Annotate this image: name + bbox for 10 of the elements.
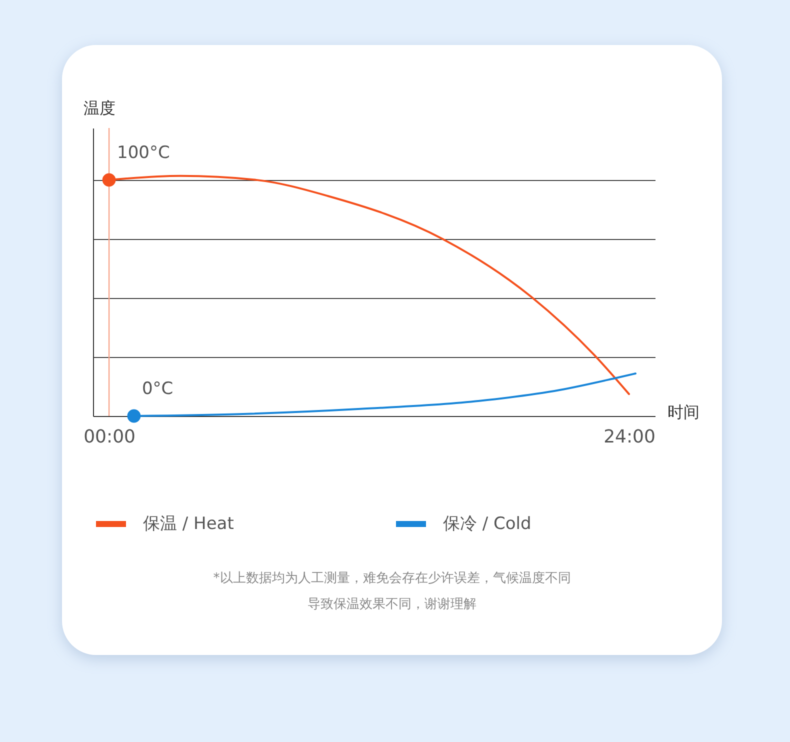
x-axis-title: 时间 bbox=[668, 402, 700, 422]
x-tick-label: 00:00 bbox=[84, 426, 136, 448]
text: 导致保温效果不同，谢谢理解 bbox=[306, 596, 478, 614]
legend-label: 保温 / Heat bbox=[143, 514, 234, 534]
data-label: 100°C bbox=[117, 142, 170, 163]
x-tick-label: 24:00 bbox=[604, 426, 656, 448]
data-label: 0°C bbox=[142, 379, 174, 399]
legend-label: 保冷 / Cold bbox=[443, 514, 532, 534]
y-axis-title: 温度 bbox=[84, 98, 116, 118]
text: *以上数据均为人工测量，难免会存在少许误差，气候温度不同 bbox=[212, 570, 572, 588]
